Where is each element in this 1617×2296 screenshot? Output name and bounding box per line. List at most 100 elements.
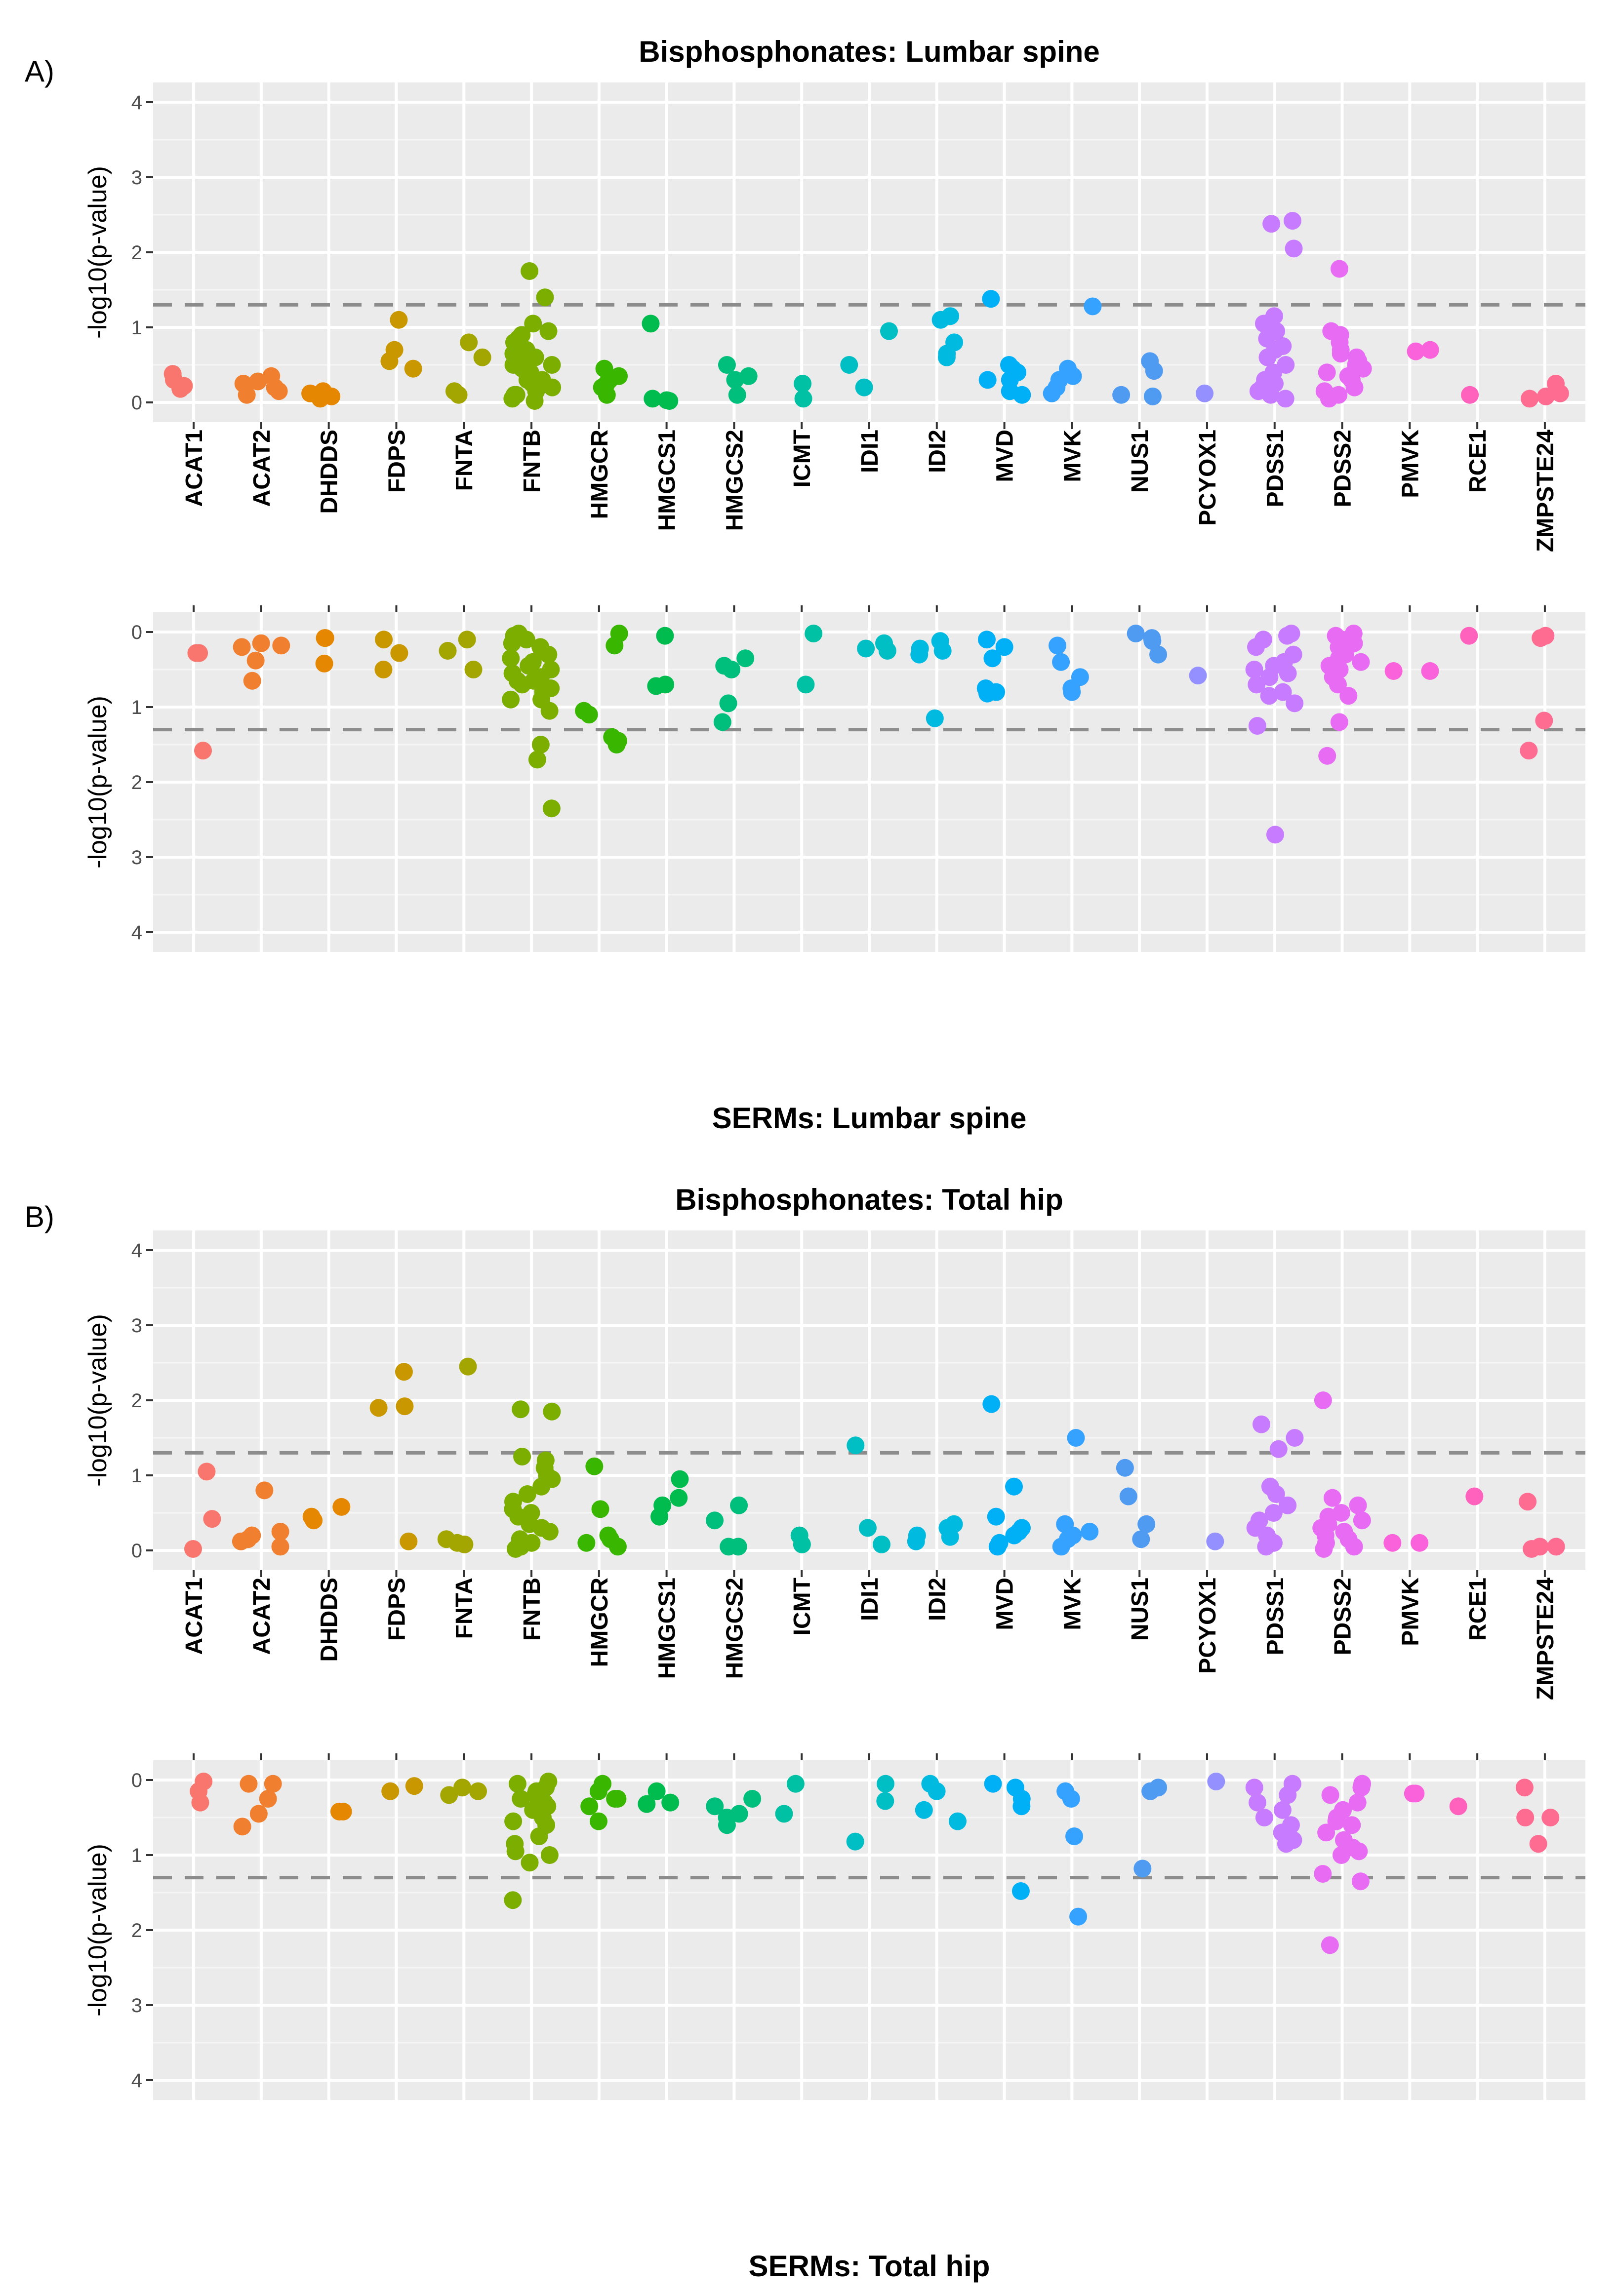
data-point-zmpste24 — [1521, 390, 1539, 408]
data-point-fdps — [380, 352, 399, 370]
data-point-mvd — [987, 1507, 1005, 1526]
data-point-zmpste24 — [1541, 1809, 1560, 1826]
data-point-fnta — [473, 348, 491, 366]
data-point-nus1 — [1137, 1515, 1156, 1533]
data-point-acat2 — [240, 1775, 258, 1793]
data-point-pdss2 — [1332, 345, 1350, 363]
gene-label-pdss2: PDSS2 — [1330, 1578, 1356, 1655]
data-point-fntb — [506, 1540, 525, 1558]
data-point-acat2 — [271, 1523, 289, 1541]
data-point-pdss1 — [1255, 1809, 1273, 1826]
data-point-zmpste24 — [1535, 712, 1553, 730]
data-point-pdss1 — [1276, 390, 1294, 408]
data-point-nus1 — [1149, 645, 1168, 664]
data-point-pdss1 — [1248, 1793, 1266, 1812]
chart-1: 0 1 2 3 4 -log10(p-value) ACAT1 ACAT2 DHDDS FDPS F… — [83, 82, 1585, 552]
data-point-zmpste24 — [1536, 627, 1555, 645]
gene-label-zmpste24: ZMPSTE24 — [1533, 430, 1559, 552]
data-point-hmgcs1 — [647, 677, 665, 695]
data-point-fnta — [439, 642, 457, 660]
data-point-mvd — [988, 1538, 1007, 1556]
chart-3: 0 1 2 3 4 -log10(p-value) ACAT1 ACAT2 DHDDS FDPS F… — [83, 1230, 1585, 1700]
chart-4: 0 1 2 3 4 -log10(p-value) — [83, 1753, 1585, 2100]
y-tick-label: 4 — [131, 1240, 142, 1262]
data-point-hmgcs2 — [739, 367, 758, 385]
data-point-hmgcr — [577, 1534, 596, 1552]
data-point-pdss1 — [1277, 1835, 1295, 1853]
data-point-pdss1 — [1285, 239, 1303, 258]
data-point-fntb — [536, 288, 554, 307]
data-point-pdss1 — [1279, 1496, 1297, 1514]
gene-label-fnta: FNTA — [451, 430, 478, 491]
data-point-idi2 — [915, 1801, 933, 1819]
gene-label-hmgcr: HMGCR — [587, 430, 613, 519]
data-point-zmpste24 — [1515, 1779, 1534, 1797]
data-point-pdss1 — [1260, 687, 1278, 705]
data-point-mvd — [978, 684, 996, 703]
data-point-pdss1 — [1264, 1504, 1283, 1522]
data-point-idi1 — [876, 1792, 894, 1810]
data-point-pdss2 — [1327, 627, 1345, 645]
data-point-pcyox1 — [1196, 384, 1214, 402]
data-point-hmgcr — [589, 1812, 607, 1830]
data-point-pdss2 — [1330, 260, 1348, 278]
data-point-pdss2 — [1327, 1812, 1345, 1830]
data-point-pdss1 — [1267, 1485, 1285, 1503]
data-point-pdss1 — [1254, 631, 1272, 649]
data-point-pdss1 — [1286, 1429, 1304, 1447]
data-point-mvd — [1005, 1477, 1023, 1496]
panel-a-letter: A) — [25, 55, 54, 88]
gene-label-hmgcs1: HMGCS1 — [654, 1578, 681, 1679]
data-point-pdss1 — [1262, 215, 1281, 233]
data-point-nus1 — [1133, 1860, 1152, 1878]
y-tick-label: 0 — [131, 622, 142, 643]
gene-label-rce1: RCE1 — [1465, 430, 1491, 493]
data-point-fntb — [512, 1790, 530, 1808]
data-point-hmgcs1 — [644, 390, 662, 408]
data-point-idi1 — [877, 1775, 895, 1793]
data-point-fnta — [459, 1357, 477, 1376]
data-point-fntb — [506, 1835, 524, 1853]
data-point-zmpste24 — [1519, 1493, 1537, 1511]
data-point-fnta — [440, 1786, 458, 1804]
data-point-hmgcs2 — [728, 386, 746, 404]
data-point-mvd — [1013, 386, 1031, 404]
data-point-pmvk — [1421, 341, 1439, 359]
data-point-pdss2 — [1347, 348, 1366, 366]
gene-label-fntb: FNTB — [519, 1578, 545, 1641]
data-point-fntb — [543, 1402, 561, 1421]
data-point-idi1 — [880, 322, 898, 340]
data-point-pdss2 — [1318, 747, 1336, 765]
data-point-fntb — [518, 371, 536, 389]
data-point-idi2 — [926, 709, 944, 727]
data-point-icmt — [797, 675, 815, 694]
y-tick-label: 1 — [131, 697, 142, 718]
data-point-mvd — [982, 1395, 1001, 1413]
data-point-fntb — [539, 1773, 558, 1791]
data-point-acat1 — [203, 1510, 221, 1528]
y-tick-label: 1 — [131, 1465, 142, 1487]
data-point-fnta — [458, 631, 476, 649]
data-point-hmgcs1 — [638, 1795, 656, 1813]
data-point-hmgcs2 — [706, 1511, 724, 1530]
y-axis-label: -log10(p-value) — [83, 166, 112, 339]
gene-label-dhdds: DHDDS — [317, 1578, 343, 1662]
data-point-fntb — [523, 1534, 541, 1552]
data-point-idi2 — [937, 348, 956, 366]
data-point-mvk — [1052, 1538, 1070, 1556]
data-point-pdss1 — [1245, 1779, 1263, 1797]
data-point-idi1 — [840, 356, 858, 374]
data-point-pdss1 — [1279, 664, 1297, 682]
data-point-nus1 — [1132, 1530, 1150, 1548]
data-point-pdss2 — [1339, 367, 1357, 385]
data-point-acat2 — [249, 372, 267, 391]
data-point-fntb — [526, 348, 544, 366]
panel-b-bottom-title: SERMs: Total hip — [749, 2250, 990, 2283]
data-point-nus1 — [1127, 625, 1145, 643]
data-point-acat2 — [249, 1805, 268, 1823]
y-tick-label: 2 — [131, 1390, 142, 1412]
data-point-hmgcr — [610, 625, 628, 643]
data-point-pdss1 — [1248, 675, 1266, 694]
plots-layer: 0 1 2 3 4 -log10(p-value) ACAT1 ACAT2 DHDDS FDPS F… — [83, 82, 1585, 2100]
data-point-mvk — [1064, 367, 1082, 385]
